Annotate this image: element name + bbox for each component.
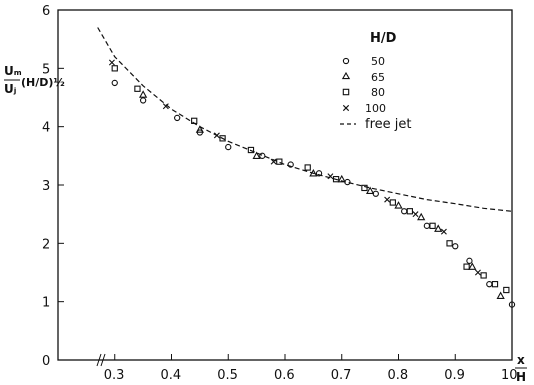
data-point-100 [327, 173, 334, 180]
data-point-80 [219, 135, 226, 142]
data-point-80 [276, 158, 283, 165]
data-point-100 [108, 59, 115, 66]
data-point-80 [191, 117, 198, 124]
data-point-50 [452, 243, 459, 250]
data-point-80 [446, 240, 453, 247]
x-tick-label: 0.6 [274, 368, 295, 383]
data-point-50 [508, 301, 516, 308]
data-point-80 [429, 222, 436, 229]
data-point-50 [287, 161, 294, 168]
legend-marker-100 [342, 104, 350, 112]
legend-label-65: 65 [371, 71, 385, 84]
legend-marker-50 [342, 57, 350, 65]
data-point-50 [111, 79, 118, 87]
x-axis-label: x H [515, 353, 527, 384]
data-point-65 [496, 291, 505, 299]
x-tick-label: 0.3 [104, 368, 125, 383]
data-point-50 [139, 97, 147, 104]
data-point-65 [337, 174, 346, 183]
data-point-80 [247, 146, 255, 154]
y-tick-label: 0 [42, 354, 50, 369]
data-point-100 [213, 132, 220, 139]
data-point-65 [138, 90, 148, 98]
data-point-80 [503, 286, 510, 294]
legend-marker-80 [342, 88, 350, 96]
data-point-100 [270, 158, 277, 165]
y-axis-label-numerator: Uₘ [4, 64, 22, 78]
data-point-50 [174, 114, 181, 122]
data-point-100 [162, 103, 169, 110]
data-point-100 [384, 196, 391, 203]
y-axis-label-denominator: Uⱼ [4, 82, 16, 96]
data-point-80 [389, 199, 396, 206]
data-point-50 [401, 208, 408, 215]
legend-marker-65 [341, 71, 351, 80]
y-tick-label: 1 [42, 296, 50, 311]
x-tick-label: 10 [501, 368, 518, 383]
x-tick-label: 0.8 [388, 368, 409, 383]
y-tick-label: 5 [42, 62, 50, 77]
y-axis-label: Uₘ Uⱼ (H/D)½ [4, 64, 65, 96]
data-point-50 [486, 281, 493, 288]
data-point-65 [434, 224, 443, 232]
data-point-65 [417, 212, 426, 221]
data-point-80 [304, 164, 311, 171]
axis-ticks: 0 1 2 3 4 5 6 0.3 0.4 0.5 0.6 0.7 0.8 0.9 10 [42, 4, 518, 383]
data-point-65 [365, 186, 375, 194]
data-point-80 [134, 85, 141, 92]
legend-label-100: 100 [365, 102, 386, 115]
series-line-free-jet [97, 27, 513, 212]
data-point-80 [111, 65, 118, 72]
legend: H/D 50 65 80 100 free jet [340, 31, 411, 132]
data-point-50 [423, 222, 431, 229]
legend-label-50: 50 [371, 55, 385, 68]
x-axis-label-denominator: H [516, 370, 526, 384]
y-tick-label: 4 [42, 121, 50, 136]
data-point-100 [440, 228, 447, 235]
data-point-65 [195, 125, 205, 133]
legend-title: H/D [370, 31, 397, 46]
data-points-layer [108, 59, 516, 308]
free-jet-curve-layer [97, 27, 513, 212]
x-axis-label-numerator: x [517, 353, 525, 367]
legend-label-free-jet: free jet [365, 117, 411, 132]
plot-frame [57, 9, 513, 361]
data-point-65 [309, 168, 318, 177]
y-tick-label: 3 [42, 179, 50, 194]
data-point-80 [361, 184, 368, 192]
data-point-65 [394, 201, 403, 209]
x-tick-label: 0.9 [444, 368, 465, 383]
data-point-50 [466, 257, 473, 264]
data-point-100 [474, 269, 481, 276]
legend-label-80: 80 [371, 86, 385, 99]
y-axis-label-factor: (H/D)½ [21, 76, 65, 89]
data-point-50 [259, 152, 266, 159]
x-tick-label: 0.4 [161, 368, 182, 383]
data-point-65 [468, 262, 477, 270]
data-point-80 [463, 263, 470, 270]
data-point-80 [332, 176, 340, 183]
x-tick-label: 0.7 [331, 368, 352, 383]
x-tick-label: 0.5 [217, 368, 238, 383]
y-tick-label: 2 [42, 237, 50, 252]
data-point-80 [480, 272, 487, 279]
data-point-80 [406, 208, 413, 215]
y-tick-label: 6 [42, 4, 50, 19]
data-point-80 [491, 281, 499, 288]
x-axis-break-mark [96, 353, 106, 367]
data-point-50 [225, 143, 232, 151]
data-point-65 [252, 151, 261, 159]
data-point-100 [412, 211, 419, 218]
data-point-50 [315, 170, 323, 177]
